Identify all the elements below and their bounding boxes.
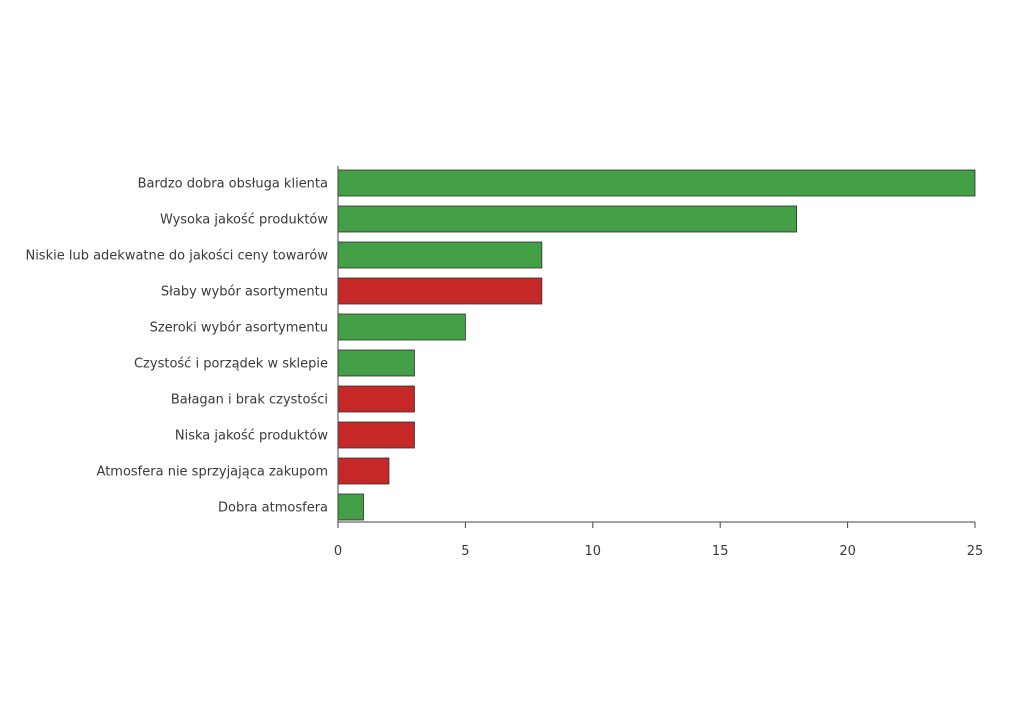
bar-9 — [337, 457, 390, 485]
category-label-2: Wysoka jakość produktów — [160, 213, 328, 228]
category-labels: Bardzo dobra obsługa klienta Wysoka jakoś… — [25, 177, 328, 516]
x-tick-label-2: 5 — [461, 544, 469, 559]
x-tick-label-5: 20 — [839, 544, 856, 559]
bar-1 — [337, 169, 976, 197]
category-label-10: Dobra atmosfera — [218, 501, 328, 516]
bar-8 — [337, 421, 415, 449]
category-label-6: Czystość i porządek w sklepie — [134, 357, 328, 372]
category-label-1: Bardzo dobra obsługa klienta — [138, 177, 328, 192]
bar-4 — [337, 277, 543, 305]
category-label-4: Słaby wybór asortymentu — [161, 285, 328, 300]
x-tick-label-1: 0 — [334, 544, 342, 559]
category-label-9: Atmosfera nie sprzyjająca zakupom — [97, 465, 328, 480]
x-axis-ticks: 0 5 10 15 20 25 — [334, 522, 983, 559]
bars-group — [337, 169, 976, 521]
bar-5 — [337, 313, 466, 341]
bar-7 — [337, 385, 415, 413]
bar-6 — [337, 349, 415, 377]
bar-3 — [337, 241, 543, 269]
x-tick-label-3: 10 — [585, 544, 602, 559]
category-label-5: Szeroki wybór asortymentu — [150, 321, 328, 336]
bar-2 — [337, 205, 798, 233]
category-label-3: Niskie lub adekwatne do jakości ceny tow… — [25, 249, 328, 264]
category-label-8: Niska jakość produktów — [175, 429, 328, 444]
x-tick-label-6: 25 — [967, 544, 984, 559]
x-tick-label-4: 15 — [712, 544, 729, 559]
bar-10 — [337, 493, 364, 521]
category-label-7: Bałagan i brak czystości — [171, 393, 328, 408]
